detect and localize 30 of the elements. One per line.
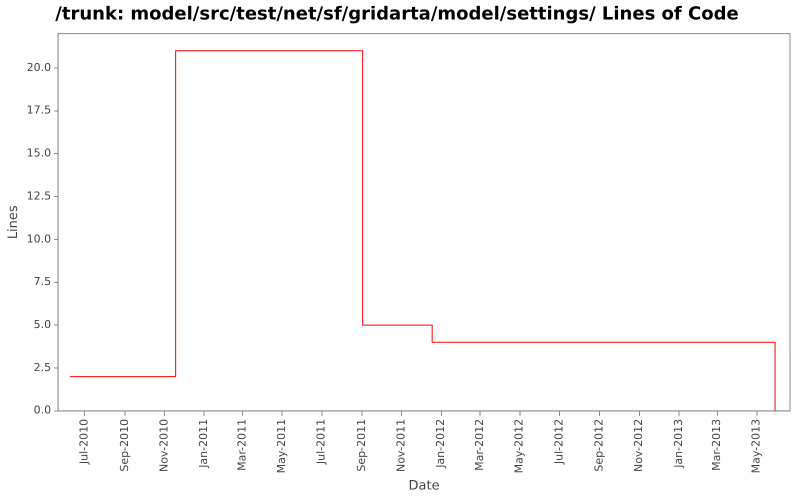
- y-axis-title: Lines: [6, 205, 22, 240]
- x-tick-label: Nov-2011: [394, 418, 408, 472]
- x-tick-label: Jan-2012: [434, 418, 448, 469]
- x-tick-label: Jan-2013: [672, 418, 685, 469]
- x-tick-label: Jul-2010: [78, 418, 91, 466]
- y-tick-label: 20.0: [26, 60, 52, 74]
- x-tick-label: May-2013: [750, 418, 763, 474]
- y-tick-label: 5.0: [34, 318, 52, 331]
- y-tick-label: 7.5: [34, 275, 52, 288]
- y-tick-label: 10.0: [26, 232, 52, 246]
- y-tick-label: 0.0: [34, 404, 52, 417]
- x-tick-label: May-2012: [512, 418, 526, 474]
- x-tick-label: Sep-2011: [354, 418, 368, 472]
- x-tick-label: Mar-2013: [710, 418, 724, 471]
- x-axis-title: Date: [408, 478, 440, 494]
- x-tick-label: Sep-2010: [118, 418, 131, 472]
- x-tick-label: Mar-2012: [473, 418, 486, 471]
- x-tick-label: Nov-2012: [632, 418, 646, 472]
- y-tick-label: 2.5: [34, 360, 52, 374]
- x-tick-label: Sep-2012: [592, 418, 606, 472]
- y-tick-label: 12.5: [26, 189, 52, 202]
- x-tick-label: May-2011: [275, 418, 288, 474]
- x-tick-label: Nov-2010: [157, 418, 170, 472]
- x-tick-label: Mar-2011: [235, 418, 248, 471]
- y-tick-label: 17.5: [26, 104, 52, 117]
- x-tick-label: Jul-2011: [314, 418, 328, 466]
- x-tick-label: Jan-2011: [197, 418, 210, 469]
- y-tick-label: 15.0: [26, 146, 52, 160]
- chart-title: /trunk: model/src/test/net/sf/gridarta/model/settings/ Lines of Code: [55, 3, 739, 24]
- x-tick-label: Jul-2012: [552, 418, 566, 466]
